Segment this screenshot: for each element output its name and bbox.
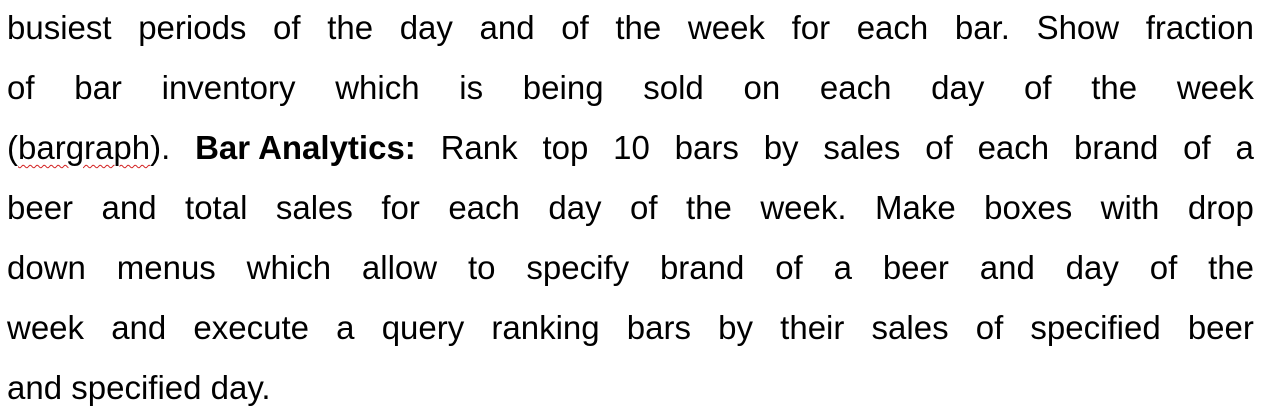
word: for (791, 9, 831, 46)
paragraph-line-1: busiest periods of the day and of the week for eac… (7, 0, 1254, 58)
word: allow (361, 249, 438, 286)
word: periods (138, 9, 247, 46)
word: week (687, 9, 765, 46)
word: of (925, 129, 953, 166)
word: week. (760, 189, 847, 226)
word: day. (210, 369, 271, 406)
word: brand (1073, 129, 1159, 166)
word: week (1176, 69, 1254, 106)
word: of (775, 249, 803, 286)
paragraph-line-2: of bar inventory which is being sold on each day o… (7, 58, 1254, 118)
word: menus (116, 249, 216, 286)
word: busiest (7, 9, 112, 46)
word: bars (626, 309, 691, 346)
word: sales (823, 129, 901, 166)
word: by (763, 129, 799, 166)
spellcheck-flagged-word: (bargraph). (7, 129, 171, 166)
word: beer (882, 249, 949, 286)
word: bar. (954, 9, 1010, 46)
word: beer (1187, 309, 1254, 346)
word: a (833, 249, 852, 286)
word: each (819, 69, 892, 106)
word: the (1091, 69, 1138, 106)
word: to (467, 249, 496, 286)
word: on (743, 69, 781, 106)
paragraph-line-4: beer and total sales for each day of the week. Mak… (7, 178, 1254, 238)
word: which (246, 249, 332, 286)
word: a (336, 309, 355, 346)
word: ranking (491, 309, 600, 346)
word: of (1183, 129, 1211, 166)
word: by (718, 309, 754, 346)
word: a (1235, 129, 1254, 166)
word: execute (193, 309, 310, 346)
word: each (856, 9, 929, 46)
word: and (479, 9, 535, 46)
word: their (780, 309, 845, 346)
word: 10 (613, 129, 650, 166)
bold-heading-word: Bar Analytics: (195, 129, 416, 166)
word: the (1208, 249, 1254, 286)
word: the (686, 189, 732, 226)
word: the (327, 9, 374, 46)
word: specified (1030, 309, 1161, 346)
word: being (522, 69, 604, 106)
word: down (7, 249, 86, 286)
word: of (7, 69, 35, 106)
word: day (548, 189, 602, 226)
word: of (561, 9, 589, 46)
word: is (459, 69, 484, 106)
word: bar (74, 69, 122, 106)
word: which (335, 69, 420, 106)
word: Make (875, 189, 956, 226)
word: of (1024, 69, 1052, 106)
word: Rank (440, 129, 518, 166)
word: with (1100, 189, 1160, 226)
word: total (185, 189, 248, 226)
word: of (630, 189, 658, 226)
word: drop (1187, 189, 1254, 226)
word: top (542, 129, 589, 166)
paragraph-line-6: week and execute a query ranking bars by their sa… (7, 298, 1254, 358)
word: specified (71, 369, 202, 406)
word: specify (526, 249, 630, 286)
word: and (111, 309, 167, 346)
word: query (381, 309, 465, 346)
word: day (1065, 249, 1119, 286)
word: boxes (984, 189, 1073, 226)
word: bars (674, 129, 739, 166)
paragraph-line-7: and specified day. (7, 358, 1254, 418)
word: of (273, 9, 301, 46)
word: each (977, 129, 1050, 166)
word: each (448, 189, 520, 226)
word: for (381, 189, 420, 226)
word: sales (275, 189, 353, 226)
word: and (101, 189, 157, 226)
word: of (1149, 249, 1178, 286)
word: beer (7, 189, 74, 226)
word: and (979, 249, 1035, 286)
word: inventory (161, 69, 296, 106)
word: of (975, 309, 1004, 346)
paragraph-line-3: (bargraph). Bar Analytics: Rank top 10 bars by… (7, 118, 1254, 178)
word: day (931, 69, 985, 106)
word: day (399, 9, 453, 46)
word: sold (643, 69, 704, 106)
word: week (7, 309, 85, 346)
word: sales (871, 309, 949, 346)
word: and (7, 369, 63, 406)
paragraph-line-5: down menus which allow to specify brand of a beer… (7, 238, 1254, 298)
word: Show (1036, 9, 1120, 46)
word: fraction (1145, 9, 1254, 46)
word: the (615, 9, 662, 46)
word: brand (659, 249, 745, 286)
